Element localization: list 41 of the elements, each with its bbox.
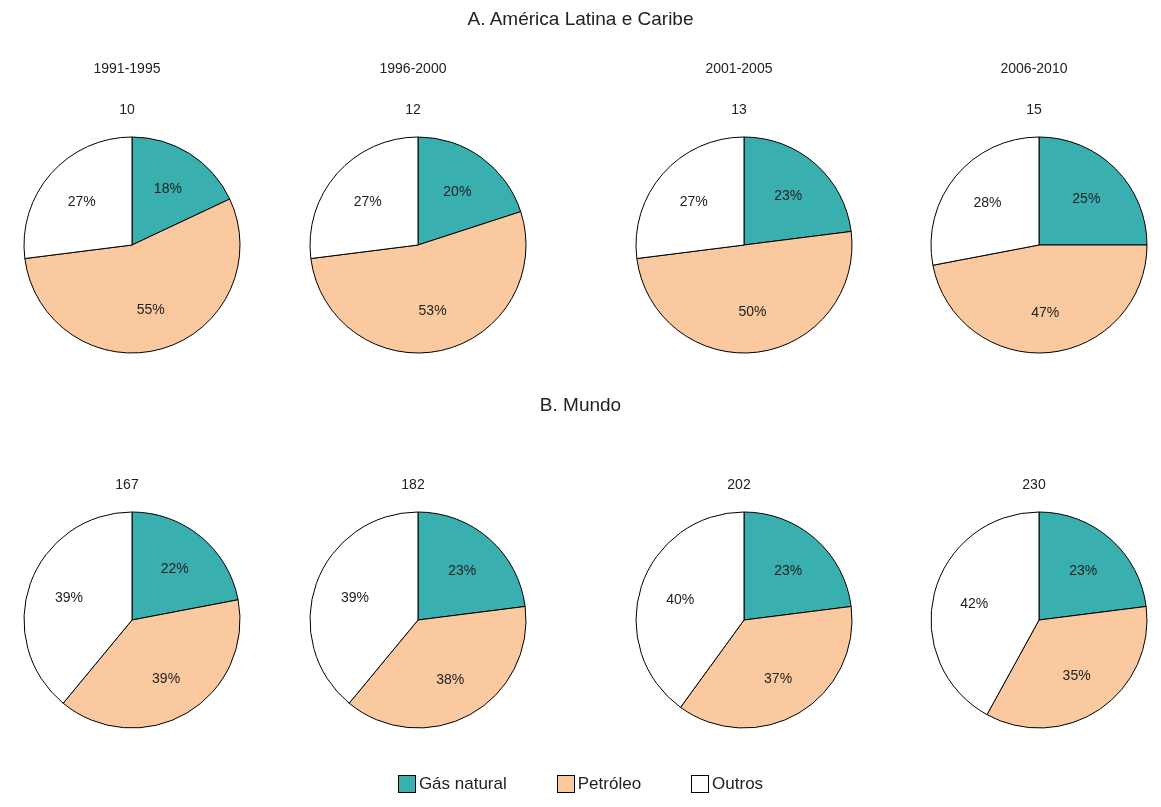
data-label: 27% xyxy=(679,192,708,209)
chart-title: 1991-1995 xyxy=(92,60,162,76)
chart-title: 1996-2000 xyxy=(378,60,448,76)
text: B. Mundo xyxy=(538,394,623,416)
data-label: 25% xyxy=(1072,189,1101,206)
text: A. América Latina e Caribe xyxy=(466,8,695,30)
legend-label: Gás natural xyxy=(418,774,507,794)
data-label: 28% xyxy=(973,194,1002,211)
data-label: 55% xyxy=(136,301,165,318)
data-label: 38% xyxy=(436,670,465,687)
data-label: 40% xyxy=(666,591,695,608)
data-label: 23% xyxy=(774,186,803,203)
chart-subtitle: 182 xyxy=(400,476,426,492)
chart-subtitle: 10 xyxy=(118,101,136,117)
data-label: 50% xyxy=(738,303,767,320)
data-label: 37% xyxy=(764,669,793,686)
chart-subtitle: 13 xyxy=(730,101,748,117)
chart-subtitle: 202 xyxy=(726,476,752,492)
chart-title: 2006-2010 xyxy=(999,60,1069,76)
data-label: 39% xyxy=(152,669,181,686)
data-label: 23% xyxy=(448,561,477,578)
chart-subtitle: 15 xyxy=(1025,101,1043,117)
data-label: 18% xyxy=(153,180,182,197)
data-label: 39% xyxy=(54,589,84,606)
chart-subtitle: 167 xyxy=(114,476,140,492)
legend-label: Outros xyxy=(712,774,764,794)
data-label: 35% xyxy=(1062,667,1091,684)
data-label: 47% xyxy=(1031,303,1060,320)
data-label: 39% xyxy=(340,589,370,606)
data-label: 27% xyxy=(67,192,96,209)
data-label: 42% xyxy=(960,595,989,612)
data-label: 27% xyxy=(353,192,382,209)
data-label: 23% xyxy=(774,561,803,578)
chart-title: 2001-2005 xyxy=(704,60,774,76)
data-label: 23% xyxy=(1069,561,1098,578)
chart-subtitle: 230 xyxy=(1021,476,1047,492)
legend-label: Petróleo xyxy=(577,774,642,794)
data-label: 22% xyxy=(160,560,189,577)
chart-subtitle: 12 xyxy=(404,101,422,117)
data-label: 20% xyxy=(443,182,472,199)
data-label: 53% xyxy=(418,302,447,319)
